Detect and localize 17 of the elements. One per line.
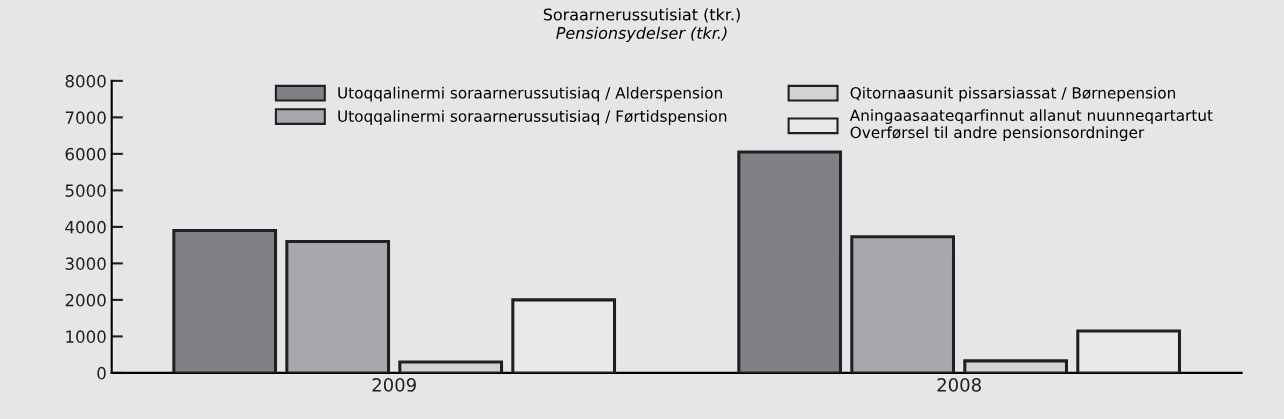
y-tick-label: 4000: [65, 220, 106, 234]
x-tick-label: 2009: [372, 378, 416, 392]
y-tick-label: 2000: [65, 293, 106, 307]
legend-label: Utoqqalinermi soraarnerussutisiaq / Førtidspension: [338, 110, 727, 125]
y-tick-label: 6000: [65, 147, 106, 161]
y-tick-label: 1000: [66, 330, 106, 343]
y-tick-label: 5000: [65, 184, 106, 197]
legend-label: Utoqqalinermi soraarnerussutisiaq / Alderspension: [338, 86, 722, 102]
y-tick-label: 3000: [65, 257, 106, 270]
y-tick-label: 8000: [65, 74, 106, 88]
legend-label: Qitornaasunit pissarsiassat / Børnepension: [850, 86, 1176, 102]
y-tick-label: 0: [97, 366, 106, 380]
chart-subtitle: Pensionsydelser (tkr.): [556, 26, 727, 43]
x-tick-label: 2008: [937, 378, 981, 392]
legend-label: Aningaasaateqarfinnut allanut nuunneqartartut Overførsel til andre pensionsordninger: [849, 109, 1213, 142]
y-tick-label: 7000: [65, 111, 106, 124]
chart-title: Soraarnerussutisiat (tkr.): [543, 8, 740, 23]
